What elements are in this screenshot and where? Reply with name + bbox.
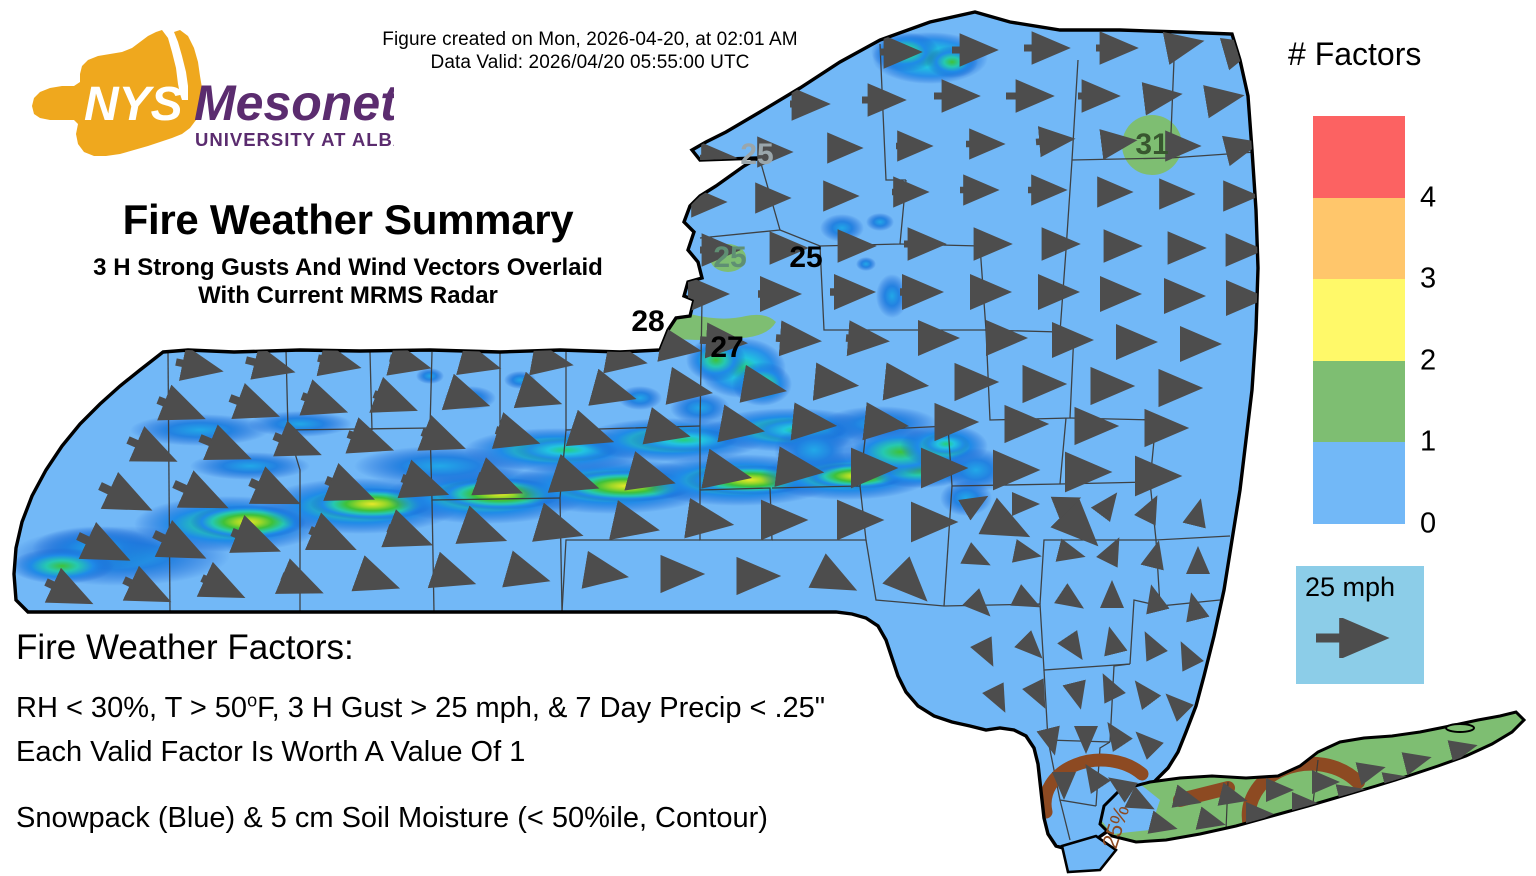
nys-mesonet-logo: NYS Mesonet UNIVERSITY AT ALBANY bbox=[22, 28, 394, 158]
gust-label: 25 bbox=[789, 241, 823, 274]
factors-colorbar bbox=[1313, 116, 1405, 524]
ny-state-silhouette bbox=[32, 30, 202, 156]
page-title: Fire Weather Summary bbox=[122, 196, 574, 243]
colorbar-ticks: 4 3 2 1 0 bbox=[1420, 116, 1480, 539]
wind-key-arrow-icon bbox=[1316, 618, 1390, 658]
fire-weather-factors-caption: Fire Weather Factors: RH < 30%, T > 50oF… bbox=[16, 626, 916, 840]
wind-vector-field-li bbox=[1124, 740, 1478, 834]
degree-superscript: o bbox=[247, 690, 258, 711]
gust-label: 27 bbox=[710, 331, 744, 364]
figure-created-line: Figure created on Mon, 2026-04-20, at 02… bbox=[382, 29, 798, 50]
gust-label: 31 bbox=[1135, 128, 1169, 161]
wind-vector-field bbox=[44, 31, 1258, 803]
colorbar-band-3 bbox=[1313, 197, 1405, 280]
caption-criteria: RH < 30%, T > 50oF, 3 H Gust > 25 mph, &… bbox=[16, 686, 916, 730]
criteria-pre: RH < 30%, T > 50 bbox=[16, 692, 248, 724]
logo-mesonet-text: Mesonet bbox=[194, 75, 394, 131]
subtitle-line-2: With Current MRMS Radar bbox=[198, 282, 498, 309]
soil-moisture-contour bbox=[1038, 753, 1149, 819]
caption-each-factor: Each Valid Factor Is Worth A Value Of 1 bbox=[16, 736, 526, 768]
page-subtitle: 3 H Strong Gusts And Wind Vectors Overla… bbox=[28, 254, 668, 310]
figure-timestamp-block: Figure created on Mon, 2026-04-20, at 02… bbox=[330, 28, 850, 74]
gust-label: 25 bbox=[740, 138, 774, 171]
island-fishers bbox=[1445, 723, 1475, 733]
colorbar-tick-1: 1 bbox=[1420, 425, 1437, 458]
colorbar-tick-2: 2 bbox=[1420, 344, 1437, 377]
caption-snowpack: Snowpack (Blue) & 5 cm Soil Moisture (< … bbox=[16, 802, 768, 834]
wind-key-label: 25 mph bbox=[1305, 572, 1396, 602]
gust-label: 28 bbox=[631, 305, 665, 338]
caption-heading: Fire Weather Factors: bbox=[16, 628, 354, 667]
logo-nys-text: NYS bbox=[84, 78, 183, 131]
colorbar-band-1 bbox=[1313, 360, 1405, 443]
wind-vector-key: 25 mph bbox=[1296, 566, 1424, 684]
long-island-outline bbox=[1098, 710, 1527, 844]
logo-university-text: UNIVERSITY AT ALBANY bbox=[195, 129, 394, 150]
caption-spacer bbox=[16, 774, 916, 796]
colorbar-title: # Factors bbox=[1288, 36, 1422, 72]
colorbar-tick-3: 3 bbox=[1420, 262, 1437, 295]
colorbar-band-2 bbox=[1313, 279, 1405, 361]
subtitle-line-1: 3 H Strong Gusts And Wind Vectors Overla… bbox=[93, 254, 603, 281]
criteria-post: F, 3 H Gust > 25 mph, & 7 Day Precip < .… bbox=[257, 692, 826, 724]
colorbar-band-0 bbox=[1313, 442, 1405, 524]
data-valid-line: Data Valid: 2026/04/20 05:55:00 UTC bbox=[430, 52, 750, 73]
colorbar-tick-4: 4 bbox=[1420, 181, 1437, 214]
island-staten bbox=[1060, 834, 1118, 874]
colorbar-tick-0: 0 bbox=[1420, 507, 1437, 540]
colorbar-band-4 bbox=[1313, 116, 1405, 198]
gust-label: 25 bbox=[713, 241, 747, 274]
